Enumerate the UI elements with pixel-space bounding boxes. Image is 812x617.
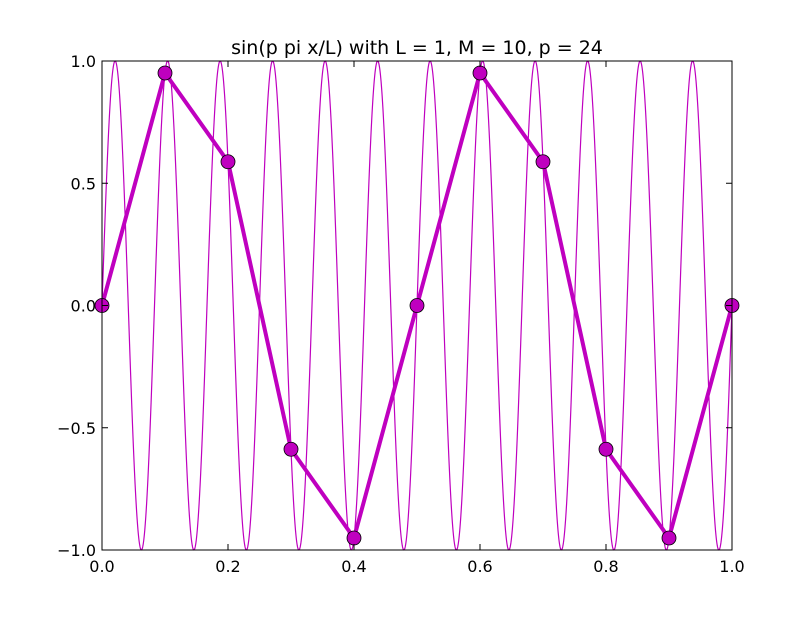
x-tick-label: 0.6 xyxy=(467,557,492,576)
sample-point-marker xyxy=(220,154,236,170)
y-tick-label: 1.0 xyxy=(71,52,96,71)
x-tick-label: 0.8 xyxy=(593,557,618,576)
sample-point-marker xyxy=(283,441,299,457)
x-tick-label: 0.4 xyxy=(341,557,366,576)
chart-title: sin(p pi x/L) with L = 1, M = 10, p = 24 xyxy=(231,37,603,59)
x-tick-label: 0.2 xyxy=(215,557,240,576)
sample-point-marker xyxy=(535,154,551,170)
sample-point-marker xyxy=(598,441,614,457)
sample-point-marker xyxy=(472,65,488,81)
sample-point-marker xyxy=(409,298,425,313)
sample-point-marker xyxy=(661,530,677,546)
sample-point-marker xyxy=(157,65,173,81)
y-tick-label: 0.0 xyxy=(71,297,96,316)
y-tick-label: 0.5 xyxy=(71,174,96,193)
y-tick-label: −1.0 xyxy=(57,541,96,560)
y-tick-label: −0.5 xyxy=(57,419,96,438)
sample-point-marker xyxy=(346,530,362,546)
x-tick-label: 1.0 xyxy=(719,557,744,576)
x-tick-label: 0.0 xyxy=(89,557,114,576)
